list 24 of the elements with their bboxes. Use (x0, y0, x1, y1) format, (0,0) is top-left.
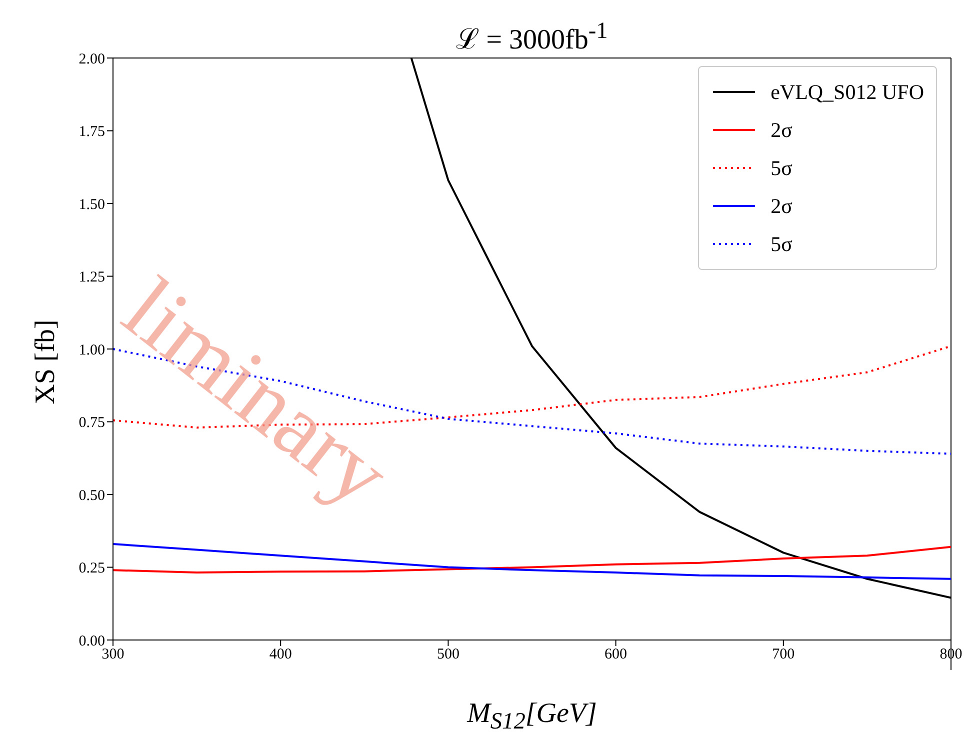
x-tick-label: 400 (269, 646, 292, 663)
y-tick-label: 1.50 (78, 196, 105, 213)
x-tick-label: 600 (604, 646, 628, 663)
y-tick-label: 0.25 (78, 560, 105, 577)
y-tick-label: 1.25 (78, 270, 105, 286)
y-tick-label: 1.75 (78, 124, 105, 140)
y-tick-label: 0.75 (78, 415, 105, 432)
legend-label: 5σ (770, 232, 792, 256)
legend-label: 5σ (770, 156, 792, 180)
legend-label: 2σ (770, 194, 792, 218)
chart-title: ℒ = 3000fb$^{-1}$ (455, 18, 609, 56)
y-tick-label: 0.50 (78, 488, 105, 504)
x-tick-label: 700 (772, 646, 795, 663)
y-axis-title: XS [fb] (30, 320, 62, 404)
y-tick-label: 1.00 (78, 342, 105, 358)
line-series (113, 546, 951, 574)
x-axis-title: M$_{S12}$[GeV] (466, 698, 598, 736)
legend-label: eVLQ_S012 UFO (770, 80, 924, 104)
x-tick-label: 300 (102, 646, 124, 663)
line-series (113, 542, 951, 580)
y-tick-label: 2.00 (78, 51, 105, 68)
y-tick-label: 0.00 (78, 633, 105, 650)
x-tick-label: 500 (436, 646, 460, 663)
legend-label: 2σ (770, 118, 792, 142)
